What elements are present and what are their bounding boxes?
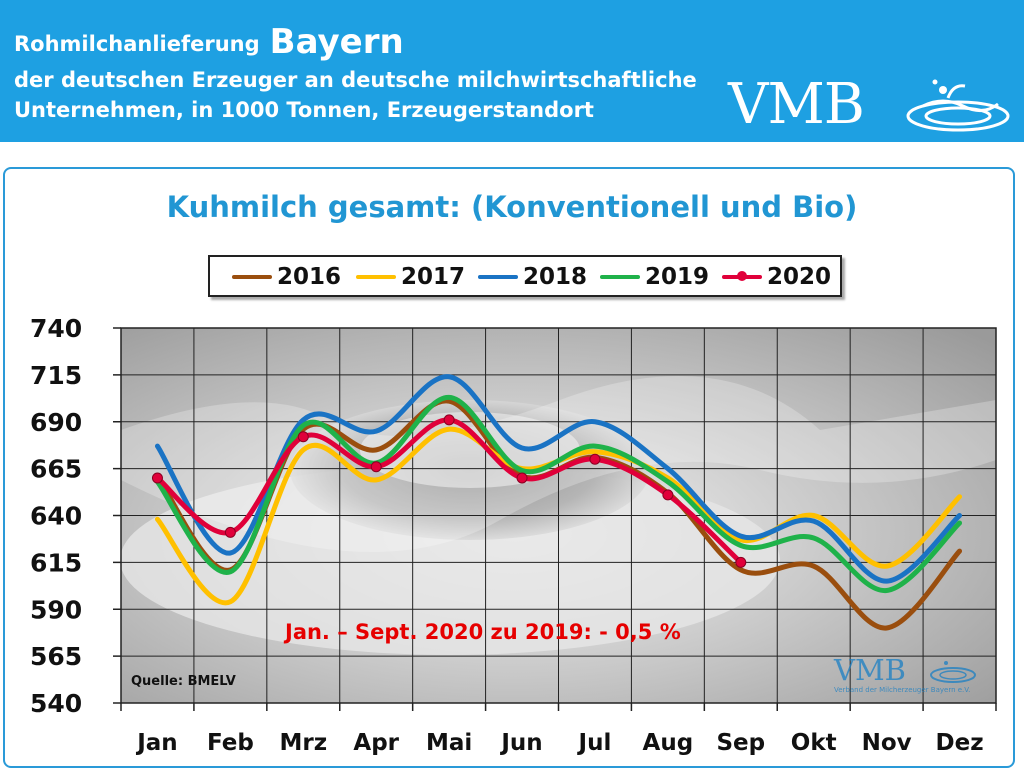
series-lines [154, 374, 963, 631]
data-point-2020 [224, 526, 236, 538]
header-banner: Rohmilchanlieferung Bayern der deutschen … [0, 0, 1024, 142]
watermark-subtitle: Verband der Milcherzeuger Bayern e.V. [834, 686, 971, 694]
chart-title: Kuhmilch gesamt: (Konventionell und Bio) [166, 190, 858, 224]
comparison-annotation: Jan. – Sept. 2020 zu 2019: - 0,5 % [285, 620, 681, 644]
data-point-2020 [735, 556, 747, 568]
x-tick-label: Sep [716, 730, 765, 756]
header-subtitle-2: Unternehmen, in 1000 Tonnen, Erzeugersta… [14, 98, 594, 122]
series-markers [151, 414, 747, 568]
x-tick-label: Okt [791, 730, 837, 756]
y-tick-label: 540 [30, 689, 82, 718]
legend-label-2020: 2020 [767, 264, 832, 290]
x-tick-label: Dez [936, 730, 984, 756]
y-tick-label: 690 [30, 408, 82, 437]
vmb-logo-text: VMB [728, 72, 865, 137]
x-tick-label: Jan [135, 730, 177, 756]
chart-legend: 2016 2017 2018 2019 2020 [208, 255, 842, 297]
legend-marker-2020 [737, 271, 747, 281]
y-tick-label: 715 [30, 361, 82, 390]
x-tick-label: Jul [577, 730, 612, 756]
x-tick-label: Aug [643, 730, 694, 756]
x-tick-label: Jun [499, 730, 542, 756]
y-tick-label: 615 [30, 548, 82, 577]
y-axis-ticks: 540 565 590 615 640 665 690 715 740 [30, 314, 121, 718]
x-tick-label: Mai [426, 730, 472, 756]
legend-label-2017: 2017 [401, 264, 466, 290]
header-title: Rohmilchanlieferung Bayern [14, 22, 404, 62]
header-title-text: Rohmilchanlieferung [14, 32, 260, 56]
source-note: Quelle: BMELV [131, 674, 236, 689]
watermark-splash-icon [930, 661, 976, 683]
x-tick-label: Feb [207, 730, 254, 756]
data-point-2020 [662, 489, 674, 501]
x-tick-label: Nov [862, 730, 912, 756]
legend-label-2018: 2018 [523, 264, 588, 290]
x-tick-label: Apr [353, 730, 399, 756]
y-tick-label: 565 [30, 642, 82, 671]
y-tick-label: 590 [30, 595, 82, 624]
series-line-2020 [154, 417, 744, 565]
data-point-2020 [297, 431, 309, 443]
data-point-2020 [151, 472, 163, 484]
series-line-2017 [154, 426, 963, 606]
data-point-2020 [370, 461, 382, 473]
legend-swatch-2016 [232, 275, 272, 279]
data-point-2020 [589, 453, 601, 465]
legend-swatch-2017 [356, 275, 396, 279]
series-line-2019 [154, 394, 963, 594]
x-axis-ticks: Jan Feb Mrz Apr Mai Jun Jul Aug Sep Okt Nov Dez [120, 703, 997, 756]
legend-swatch-2019 [600, 275, 640, 279]
y-tick-label: 665 [30, 455, 82, 484]
watermark-logo-text: VMB [834, 653, 906, 687]
data-point-2020 [443, 414, 455, 426]
y-tick-label: 640 [30, 502, 82, 531]
vmb-watermark: VMB Verband der Milcherzeuger Bayern e.V… [834, 655, 984, 697]
legend-label-2016: 2016 [277, 264, 342, 290]
milk-splash-icon [906, 79, 1010, 132]
legend-swatch-2018 [478, 275, 518, 279]
header-region: Bayern [269, 22, 404, 62]
vmb-logo: VMB [728, 74, 1018, 140]
y-tick-label: 740 [30, 314, 82, 343]
legend-label-2019: 2019 [645, 264, 710, 290]
header-subtitle-1: der deutschen Erzeuger an deutsche milch… [14, 68, 697, 92]
data-point-2020 [516, 472, 528, 484]
x-tick-label: Mrz [279, 730, 327, 756]
